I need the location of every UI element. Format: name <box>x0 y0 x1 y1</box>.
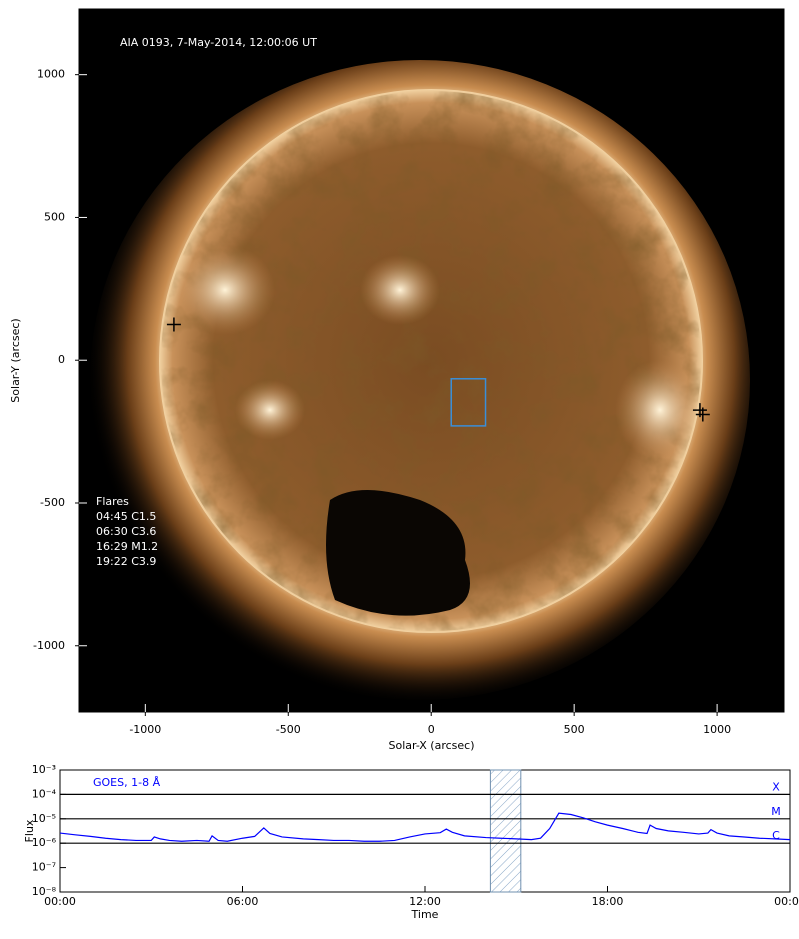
coronal-hole <box>326 490 470 616</box>
legend-label: GOES, 1-8 Å <box>93 776 161 789</box>
y-axis-label: Solar-Y (arcsec) <box>9 318 22 402</box>
x-axis-label: Time <box>411 908 439 921</box>
y-tick-label: 10⁻⁴ <box>32 787 57 800</box>
y-tick-label: 10⁻⁵ <box>32 812 56 825</box>
annotation-line: 16:29 M1.2 <box>96 540 158 553</box>
y-axis-label: Flux <box>23 819 36 842</box>
active-region <box>235 380 305 440</box>
active-region <box>175 245 275 335</box>
x-tick-label: 0 <box>428 723 435 736</box>
y-tick-label: 10⁻⁷ <box>32 861 56 874</box>
solar-image <box>79 9 784 712</box>
level-label: X <box>772 780 780 793</box>
x-tick-label: 1000 <box>703 723 731 736</box>
x-axis-label: Solar-X (arcsec) <box>389 739 475 752</box>
y-tick-label: 10⁻³ <box>32 763 56 776</box>
marker <box>166 317 181 332</box>
x-tick-label: 00:00 <box>44 895 76 908</box>
marker <box>692 403 707 418</box>
level-label: M <box>771 805 781 818</box>
annotation-line: 06:30 C3.6 <box>96 525 156 538</box>
x-tick-label: -1000 <box>129 723 161 736</box>
x-tick-label: 18:00 <box>592 895 624 908</box>
active-region <box>360 255 440 325</box>
annotation-line: 04:45 C1.5 <box>96 510 156 523</box>
y-tick-label: -500 <box>40 496 65 509</box>
x-tick-label: 12:00 <box>409 895 441 908</box>
y-tick-label: 0 <box>58 353 65 366</box>
flux-line <box>59 812 791 842</box>
y-tick-label: 500 <box>44 210 65 223</box>
y-tick-label: -1000 <box>33 639 65 652</box>
annotation-line: 19:22 C3.9 <box>96 555 156 568</box>
image-title: AIA 0193, 7-May-2014, 12:00:06 UT <box>120 36 317 49</box>
x-tick-label: 00:00 <box>774 895 799 908</box>
highlight-band <box>489 769 522 893</box>
x-tick-label: 500 <box>564 723 585 736</box>
disk-features <box>161 91 701 631</box>
y-tick-label: 10⁻⁶ <box>32 836 57 849</box>
x-tick-label: 06:00 <box>227 895 259 908</box>
region-box <box>450 378 487 427</box>
y-tick-label: 1000 <box>37 68 65 81</box>
level-label: C <box>772 829 780 842</box>
y-tick-label: 10⁻⁸ <box>32 885 57 898</box>
x-tick-label: -500 <box>276 723 301 736</box>
annotation-title: Flares <box>96 495 129 508</box>
active-region <box>615 360 701 460</box>
plot-frame <box>59 769 791 893</box>
